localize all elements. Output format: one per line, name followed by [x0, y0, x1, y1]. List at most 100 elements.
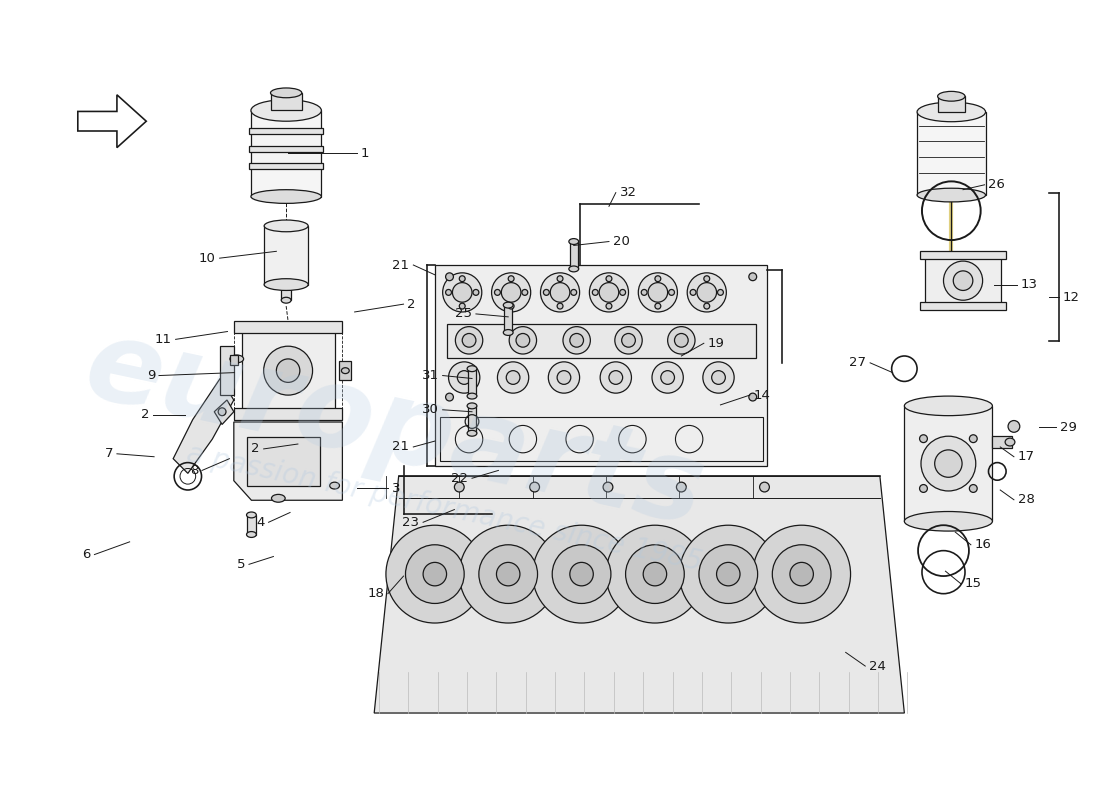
Circle shape: [557, 370, 571, 384]
Ellipse shape: [904, 396, 992, 416]
Text: 23: 23: [403, 516, 419, 529]
Text: 14: 14: [754, 389, 771, 402]
Text: 13: 13: [1021, 278, 1037, 291]
Circle shape: [570, 562, 593, 586]
Circle shape: [508, 303, 514, 309]
Circle shape: [530, 482, 539, 492]
Bar: [242, 329, 334, 412]
Text: 20: 20: [613, 235, 629, 248]
Circle shape: [550, 282, 570, 302]
Ellipse shape: [264, 220, 308, 232]
Circle shape: [654, 303, 661, 309]
Circle shape: [492, 273, 530, 312]
Text: 11: 11: [155, 333, 172, 346]
Text: 30: 30: [422, 403, 439, 416]
Circle shape: [548, 362, 580, 393]
Circle shape: [648, 282, 668, 302]
Circle shape: [458, 370, 471, 384]
Circle shape: [621, 334, 636, 347]
Circle shape: [717, 290, 724, 295]
Circle shape: [570, 334, 583, 347]
Circle shape: [661, 370, 674, 384]
Text: 22: 22: [451, 472, 469, 485]
Text: 2: 2: [141, 408, 150, 421]
Polygon shape: [220, 346, 234, 395]
Circle shape: [218, 408, 226, 416]
Circle shape: [921, 436, 976, 491]
Ellipse shape: [917, 102, 986, 122]
Circle shape: [424, 562, 447, 586]
Circle shape: [532, 526, 630, 623]
Circle shape: [446, 393, 453, 401]
Circle shape: [406, 545, 464, 603]
Ellipse shape: [246, 531, 256, 538]
Circle shape: [606, 276, 612, 282]
Bar: [447, 324, 756, 358]
Circle shape: [619, 290, 626, 295]
Circle shape: [502, 282, 521, 302]
Text: 32: 32: [619, 186, 637, 199]
Circle shape: [654, 276, 661, 282]
Bar: [440, 417, 762, 461]
Circle shape: [920, 485, 927, 492]
Bar: [920, 302, 1006, 310]
Circle shape: [449, 362, 480, 393]
Text: 3: 3: [392, 482, 400, 494]
Bar: [469, 406, 476, 434]
Ellipse shape: [468, 403, 477, 409]
Bar: [246, 437, 320, 486]
Bar: [246, 515, 256, 534]
Circle shape: [969, 485, 977, 492]
Circle shape: [473, 290, 478, 295]
Circle shape: [716, 562, 740, 586]
Circle shape: [462, 334, 476, 347]
Ellipse shape: [917, 188, 986, 202]
Text: 18: 18: [367, 587, 384, 600]
Bar: [570, 242, 578, 269]
Bar: [251, 110, 321, 197]
Circle shape: [752, 526, 850, 623]
Bar: [469, 369, 476, 396]
Circle shape: [571, 290, 576, 295]
Circle shape: [446, 273, 453, 281]
Polygon shape: [214, 400, 234, 425]
Ellipse shape: [504, 330, 513, 335]
Circle shape: [540, 273, 580, 312]
Text: 2: 2: [407, 298, 416, 310]
Text: 15: 15: [965, 578, 982, 590]
Circle shape: [603, 482, 613, 492]
Text: 26: 26: [989, 178, 1005, 191]
Circle shape: [638, 273, 678, 312]
Bar: [920, 251, 1006, 259]
Circle shape: [698, 545, 758, 603]
Circle shape: [543, 290, 549, 295]
Circle shape: [496, 562, 520, 586]
Circle shape: [669, 290, 674, 295]
Circle shape: [454, 482, 464, 492]
Text: 17: 17: [1018, 450, 1035, 463]
Text: 28: 28: [1018, 494, 1035, 506]
Ellipse shape: [904, 511, 992, 531]
Ellipse shape: [251, 100, 321, 122]
Bar: [249, 146, 323, 151]
Circle shape: [478, 545, 538, 603]
Ellipse shape: [251, 190, 321, 203]
Circle shape: [772, 545, 830, 603]
Ellipse shape: [937, 91, 965, 101]
Circle shape: [697, 282, 716, 302]
Circle shape: [652, 362, 683, 393]
Bar: [904, 406, 992, 522]
Bar: [234, 322, 342, 333]
Bar: [992, 436, 1012, 448]
Circle shape: [703, 362, 734, 393]
Ellipse shape: [341, 368, 349, 374]
Text: 6: 6: [82, 548, 90, 561]
Text: 9: 9: [146, 369, 155, 382]
Ellipse shape: [569, 238, 579, 245]
Text: 7: 7: [104, 447, 113, 460]
Circle shape: [690, 290, 696, 295]
Bar: [264, 226, 308, 285]
Text: 21: 21: [393, 441, 409, 454]
Text: 25: 25: [455, 307, 472, 321]
Text: 29: 29: [1060, 421, 1077, 434]
